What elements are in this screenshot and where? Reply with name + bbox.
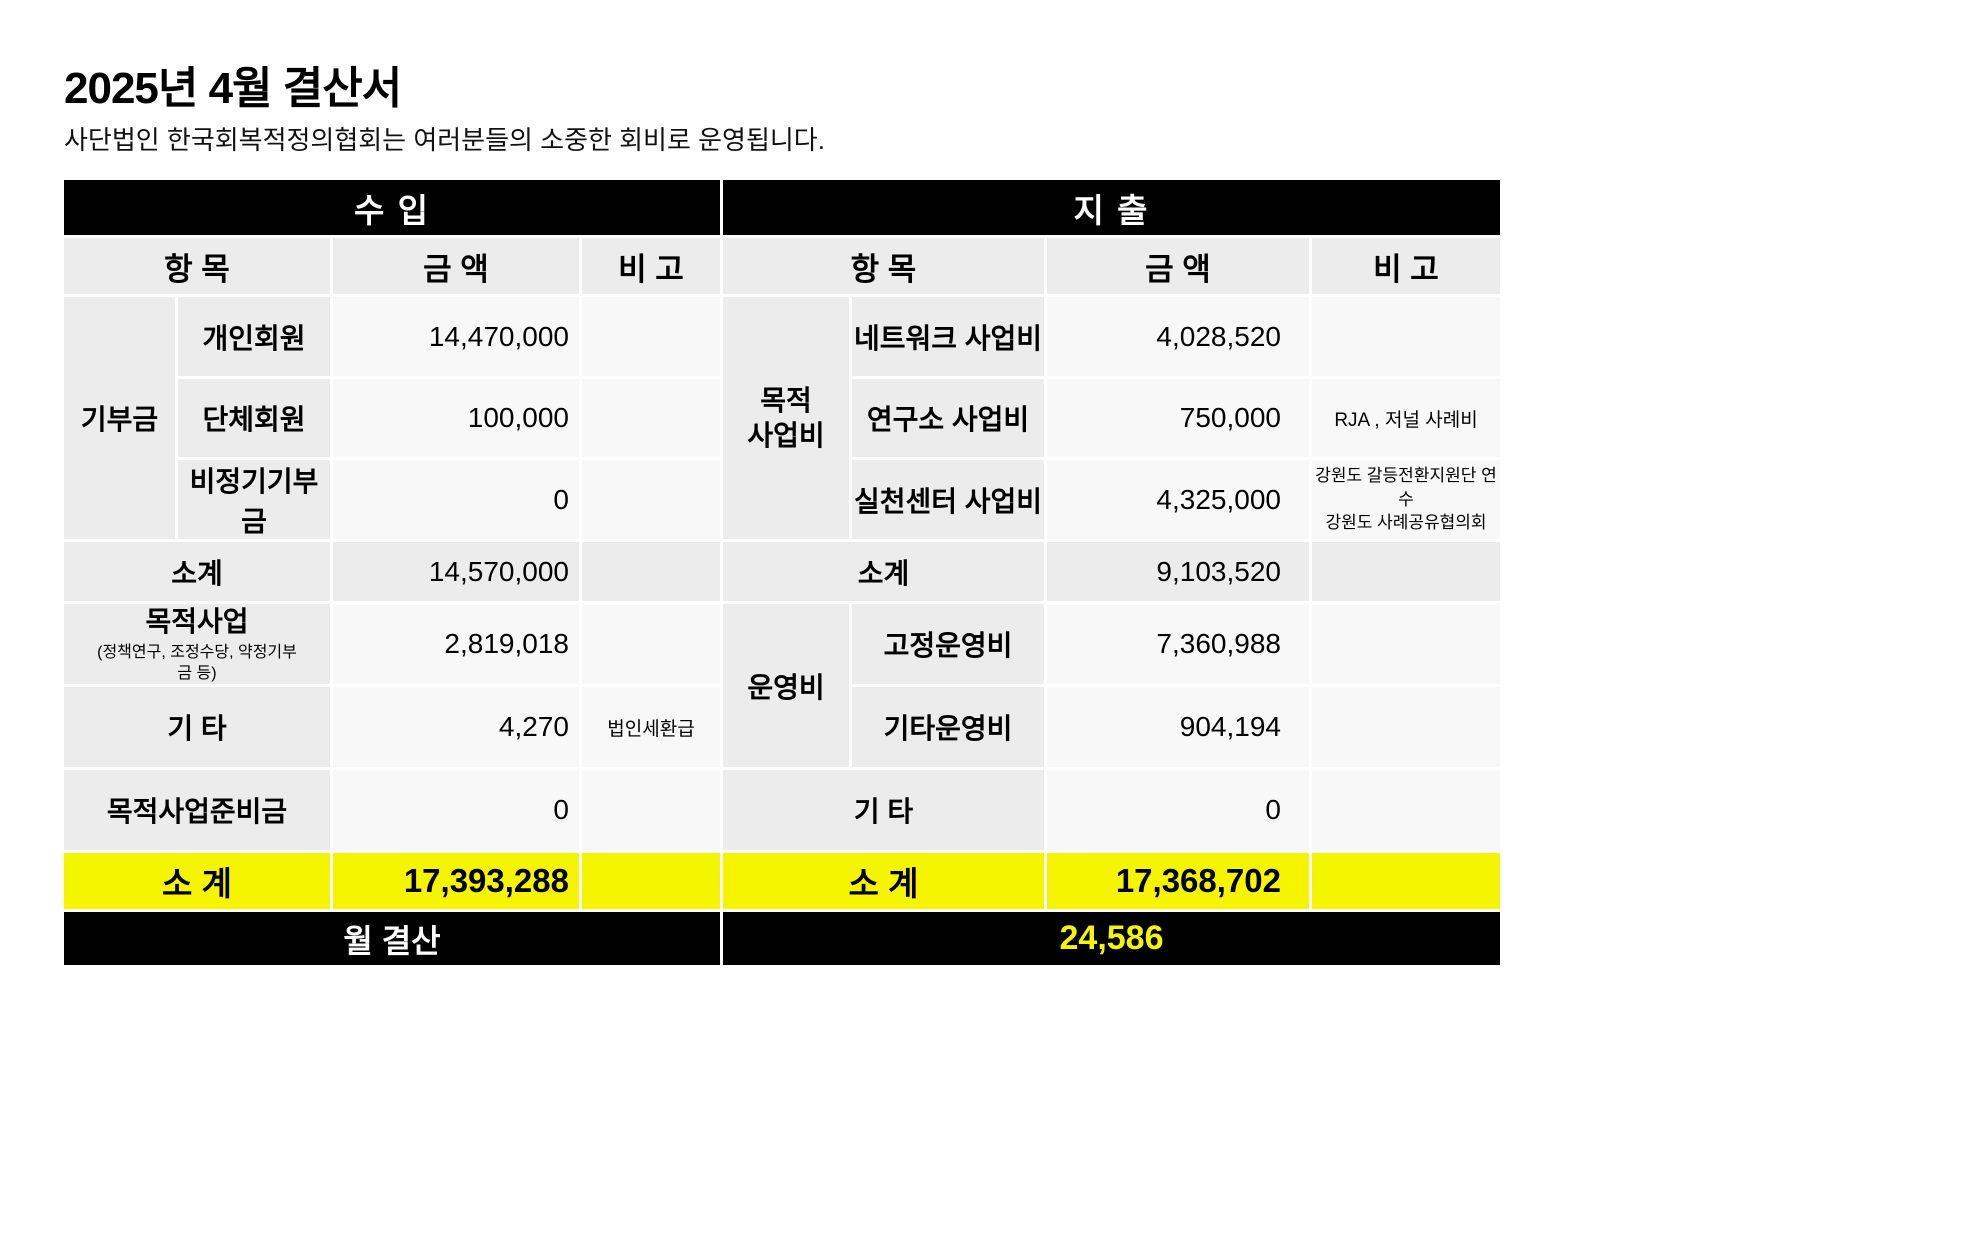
expense-subtotal-label: 소계 bbox=[723, 542, 1044, 601]
income-individual-label: 개인회원 bbox=[178, 297, 330, 376]
expense-project-group-line2: 사업비 bbox=[747, 420, 825, 451]
expense-item-column-header: 항 목 bbox=[723, 238, 1044, 294]
expense-operating-group-cell: 운영비 bbox=[723, 604, 849, 767]
income-reserve-note-cell bbox=[582, 770, 720, 850]
income-org-note-cell bbox=[582, 379, 720, 457]
expense-fixed-note-cell bbox=[1312, 604, 1500, 684]
expense-research-amount: 750,000 bbox=[1047, 379, 1309, 457]
income-subtotal-label: 소계 bbox=[64, 542, 330, 601]
expense-total-note-cell bbox=[1312, 853, 1500, 909]
expense-etc-note-cell bbox=[1312, 770, 1500, 850]
expense-section-header: 지 출 bbox=[723, 180, 1500, 235]
income-purpose-label: 목적사업 bbox=[145, 605, 249, 637]
expense-project-group-cell: 목적 사업비 bbox=[723, 297, 849, 539]
income-item-column-header: 항 목 bbox=[64, 238, 330, 294]
expense-etc-label: 기 타 bbox=[723, 770, 1044, 850]
expense-fixed-label: 고정운영비 bbox=[852, 604, 1044, 684]
income-total-amount: 17,393,288 bbox=[333, 853, 579, 909]
expense-operating-etc-label: 기타운영비 bbox=[852, 687, 1044, 767]
income-irregular-amount: 0 bbox=[333, 460, 579, 539]
expense-research-label: 연구소 사업비 bbox=[852, 379, 1044, 457]
expense-total-label: 소 계 bbox=[723, 853, 1044, 909]
expense-research-note: RJA , 저널 사례비 bbox=[1312, 379, 1500, 457]
income-reserve-label: 목적사업준비금 bbox=[64, 770, 330, 850]
income-etc-label: 기 타 bbox=[64, 687, 330, 767]
income-section-header: 수 입 bbox=[64, 180, 720, 235]
expense-network-amount: 4,028,520 bbox=[1047, 297, 1309, 376]
expense-practice-note-line1: 강원도 갈등전환지원단 연수 bbox=[1315, 465, 1497, 509]
expense-practice-note: 강원도 갈등전환지원단 연수 강원도 사례공유협의회 bbox=[1312, 460, 1500, 539]
income-irregular-note-cell bbox=[582, 460, 720, 539]
financial-statement-table: 수 입 지 출 항 목 금 액 비 고 항 목 금 액 비 고 기부금 개인회원… bbox=[64, 180, 1500, 965]
expense-note-column-header: 비 고 bbox=[1312, 238, 1500, 294]
income-individual-amount: 14,470,000 bbox=[333, 297, 579, 376]
monthly-settlement-label: 월 결산 bbox=[64, 912, 720, 965]
income-total-note-cell bbox=[582, 853, 720, 909]
expense-operating-etc-note-cell bbox=[1312, 687, 1500, 767]
income-purpose-note-cell bbox=[582, 604, 720, 684]
expense-amount-column-header: 금 액 bbox=[1047, 238, 1309, 294]
expense-fixed-amount: 7,360,988 bbox=[1047, 604, 1309, 684]
expense-subtotal-note-cell bbox=[1312, 542, 1500, 601]
income-purpose-sublabel: (정책연구, 조정수당, 약정기부금 등) bbox=[97, 643, 297, 682]
income-etc-note: 법인세환급 bbox=[582, 687, 720, 767]
page-title: 2025년 4월 결산서 bbox=[64, 64, 402, 113]
expense-subtotal-amount: 9,103,520 bbox=[1047, 542, 1309, 601]
expense-project-group-line1: 목적 bbox=[760, 385, 812, 416]
income-org-label: 단체회원 bbox=[178, 379, 330, 457]
expense-practice-note-line2: 강원도 사례공유협의회 bbox=[1325, 513, 1487, 533]
income-individual-note-cell bbox=[582, 297, 720, 376]
income-reserve-amount: 0 bbox=[333, 770, 579, 850]
income-subtotal-amount: 14,570,000 bbox=[333, 542, 579, 601]
income-amount-column-header: 금 액 bbox=[333, 238, 579, 294]
income-purpose-amount: 2,819,018 bbox=[333, 604, 579, 684]
monthly-settlement-amount: 24,586 bbox=[723, 912, 1500, 965]
expense-etc-amount: 0 bbox=[1047, 770, 1309, 850]
income-total-label: 소 계 bbox=[64, 853, 330, 909]
expense-total-amount: 17,368,702 bbox=[1047, 853, 1309, 909]
income-subtotal-note-cell bbox=[582, 542, 720, 601]
expense-practice-label: 실천센터 사업비 bbox=[852, 460, 1044, 539]
income-note-column-header: 비 고 bbox=[582, 238, 720, 294]
income-etc-amount: 4,270 bbox=[333, 687, 579, 767]
expense-practice-amount: 4,325,000 bbox=[1047, 460, 1309, 539]
expense-network-note-cell bbox=[1312, 297, 1500, 376]
income-org-amount: 100,000 bbox=[333, 379, 579, 457]
income-irregular-label: 비정기기부금 bbox=[178, 460, 330, 539]
expense-operating-etc-amount: 904,194 bbox=[1047, 687, 1309, 767]
income-purpose-label-cell: 목적사업 (정책연구, 조정수당, 약정기부금 등) bbox=[64, 604, 330, 684]
income-donation-group-cell: 기부금 bbox=[64, 297, 175, 539]
page-subtitle: 사단법인 한국회복적정의협회는 여러분들의 소중한 회비로 운영됩니다. bbox=[64, 125, 825, 155]
expense-network-label: 네트워크 사업비 bbox=[852, 297, 1044, 376]
